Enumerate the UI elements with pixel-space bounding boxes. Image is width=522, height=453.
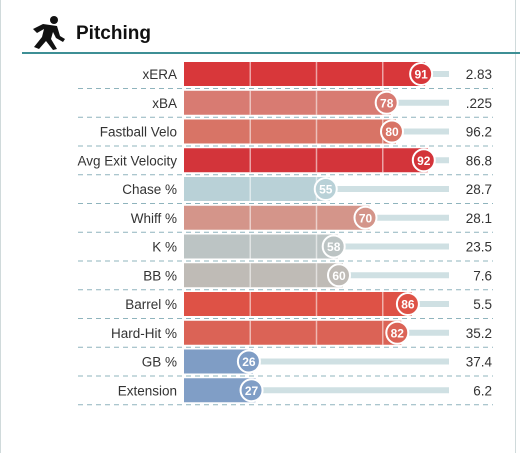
metric-value-fastball-velo: 96.2 [466,125,492,140]
metric-value-chase: 28.7 [466,182,492,197]
metric-value-whiff: 28.1 [466,211,492,226]
metric-value-hard-hit: 35.2 [466,326,492,341]
percentile-badge-hard-hit [385,320,410,345]
percentile-badge-gb [236,349,261,374]
metric-label-xera: xERA [142,67,177,82]
metric-label-barrel: Barrel % [125,297,177,312]
percentile-badge-k [321,234,346,259]
metric-label-xba: xBA [152,96,177,111]
section-title: Pitching [76,23,151,44]
metric-label-avg-exit-velocity: Avg Exit Velocity [77,153,177,168]
metric-value-bb: 7.6 [473,268,492,283]
bar-fastball-velo [184,119,396,144]
percentile-badge-avg-exit-velocity [411,148,436,173]
percentile-value-chase: 55 [319,183,333,197]
bar-avg-exit-velocity [184,148,428,173]
percentile-value-fastball-velo: 80 [385,125,399,139]
metric-value-k: 23.5 [466,240,492,255]
percentile-value-k: 58 [327,240,341,254]
percentile-value-hard-hit: 82 [391,326,405,340]
percentile-value-bb: 60 [332,269,346,283]
percentile-value-xba: 78 [380,96,394,110]
track-extension [184,387,449,394]
metric-label-hard-hit: Hard-Hit % [111,326,177,341]
percentile-value-whiff: 70 [359,211,373,225]
percentile-value-barrel: 86 [401,298,415,312]
percentile-badge-chase [313,177,338,201]
metric-label-k: K % [152,240,177,255]
metric-label-gb: GB % [142,355,177,370]
percentile-badge-barrel [395,292,420,316]
bar-barrel [184,292,412,316]
percentile-value-gb: 26 [242,355,256,369]
metric-label-whiff: Whiff % [131,211,177,226]
metric-value-xba: .225 [466,96,492,111]
metric-label-bb: BB % [143,268,177,283]
bar-k [184,234,338,259]
track-gb [184,358,449,365]
percentile-badge-whiff [353,205,378,230]
percentile-badge-bb [327,263,351,288]
metric-value-avg-exit-velocity: 86.8 [466,153,492,168]
bar-xera [184,62,426,86]
metric-label-fastball-velo: Fastball Velo [100,125,177,140]
metric-value-extension: 6.2 [473,383,492,398]
percentile-value-avg-exit-velocity: 92 [417,154,431,168]
percentile-badge-fastball-velo [380,119,404,144]
metric-label-extension: Extension [118,383,177,398]
section-header: Pitching [22,14,520,54]
metric-label-chase: Chase % [122,182,177,197]
bar-hard-hit [184,320,402,345]
percentile-badge-xera [409,62,434,86]
bar-whiff [184,205,370,230]
percentile-badge-xba [374,90,399,115]
percentile-value-xera: 91 [414,68,428,82]
bar-xba [184,90,391,115]
percentile-value-extension: 27 [245,384,259,398]
bar-bb [184,263,343,288]
bar-chase [184,177,330,201]
metric-value-gb: 37.4 [466,355,493,370]
percentile-badge-extension [239,378,264,403]
pitcher-icon [33,16,65,50]
metric-value-xera: 2.83 [466,67,492,82]
metric-value-barrel: 5.5 [473,297,492,312]
